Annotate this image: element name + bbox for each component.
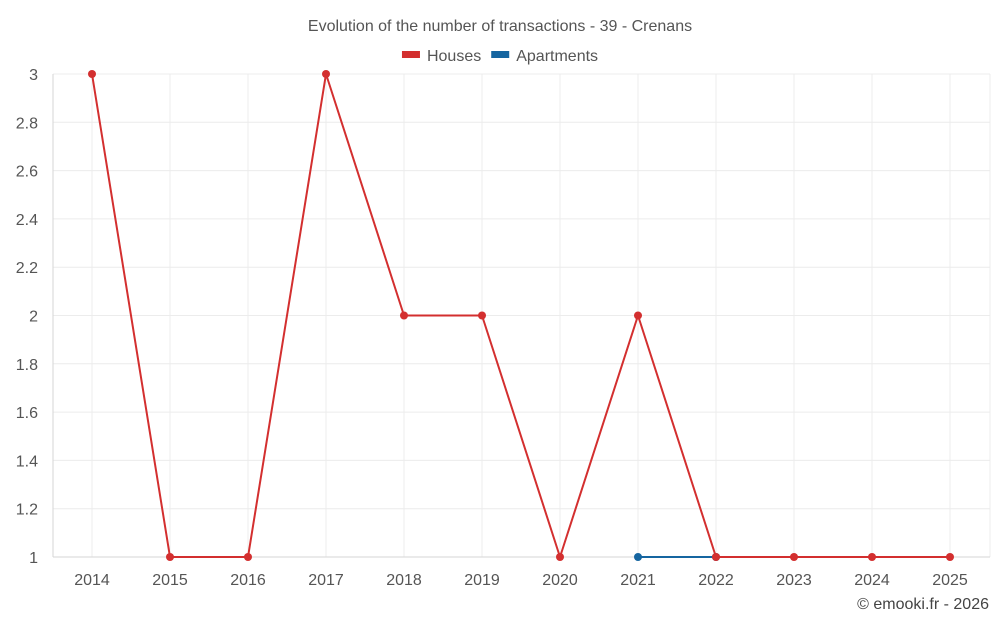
x-tick-label: 2022 — [698, 572, 734, 589]
data-point-houses — [400, 311, 408, 320]
legend-item-apartments: Apartments — [491, 48, 598, 65]
chart-title: Evolution of the number of transactions … — [308, 18, 692, 35]
data-point-houses — [478, 311, 486, 320]
legend-label-houses: Houses — [427, 48, 481, 65]
y-tick-label: 2.8 — [16, 115, 38, 132]
data-point-houses — [634, 311, 642, 320]
series-line-houses — [91, 73, 950, 558]
data-point-houses — [790, 553, 798, 561]
data-point-houses — [166, 553, 174, 561]
series-layer — [88, 70, 954, 561]
x-axis-ticks: 2014 2015 2016 2017 2018 2019 2020 2021 2022 2023… — [74, 572, 968, 589]
data-point-houses — [556, 553, 564, 561]
legend-item-houses: Houses — [401, 48, 481, 65]
y-tick-label: 1.6 — [16, 405, 38, 422]
x-tick-label: 2017 — [308, 572, 344, 589]
x-tick-label: 2025 — [932, 572, 968, 589]
grid-lines — [53, 73, 991, 558]
data-point-houses — [322, 70, 330, 78]
x-tick-label: 2016 — [230, 572, 266, 589]
y-tick-label: 2 — [29, 309, 38, 326]
legend-label-apartments: Apartments — [516, 48, 598, 65]
data-point-houses — [946, 553, 954, 561]
y-axis-ticks: 1 1.2 1.4 1.6 1.8 2 2.2 2.4 2.6 2.8 3 — [16, 67, 38, 567]
x-tick-label: 2018 — [386, 572, 422, 589]
credit-text: © emooki.fr - 2026 — [857, 596, 989, 613]
y-tick-label: 1.8 — [16, 357, 38, 374]
data-point-apartments — [634, 553, 642, 561]
x-tick-label: 2023 — [776, 572, 812, 589]
y-tick-label: 1.2 — [16, 502, 38, 519]
data-point-houses — [868, 553, 876, 561]
x-tick-label: 2020 — [542, 572, 578, 589]
series-houses — [88, 70, 954, 561]
series-apartments — [634, 553, 720, 561]
x-tick-label: 2024 — [854, 572, 890, 589]
y-tick-label: 2.2 — [16, 260, 38, 277]
x-tick-label: 2015 — [152, 572, 188, 589]
y-tick-label: 3 — [29, 67, 38, 84]
y-tick-label: 2.4 — [16, 212, 38, 229]
x-tick-label: 2014 — [74, 572, 110, 589]
x-tick-label: 2019 — [464, 572, 500, 589]
data-point-houses — [244, 553, 252, 561]
data-point-houses — [712, 553, 720, 561]
y-tick-label: 1.4 — [16, 453, 38, 470]
x-tick-label: 2021 — [620, 572, 656, 589]
legend-swatch-apartments — [491, 51, 510, 58]
legend-swatch-houses — [401, 51, 420, 58]
legend: Houses Apartments — [401, 48, 598, 65]
y-tick-label: 1 — [29, 550, 38, 567]
data-point-houses — [88, 70, 96, 78]
y-tick-label: 2.6 — [16, 164, 38, 181]
